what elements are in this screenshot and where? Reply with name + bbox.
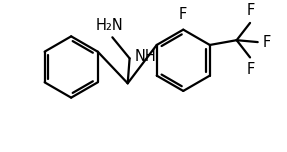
Text: F: F [178,7,187,22]
Text: H₂N: H₂N [96,17,123,33]
Text: F: F [247,62,255,77]
Text: F: F [247,3,255,18]
Text: F: F [263,35,271,50]
Text: NH: NH [134,49,156,64]
